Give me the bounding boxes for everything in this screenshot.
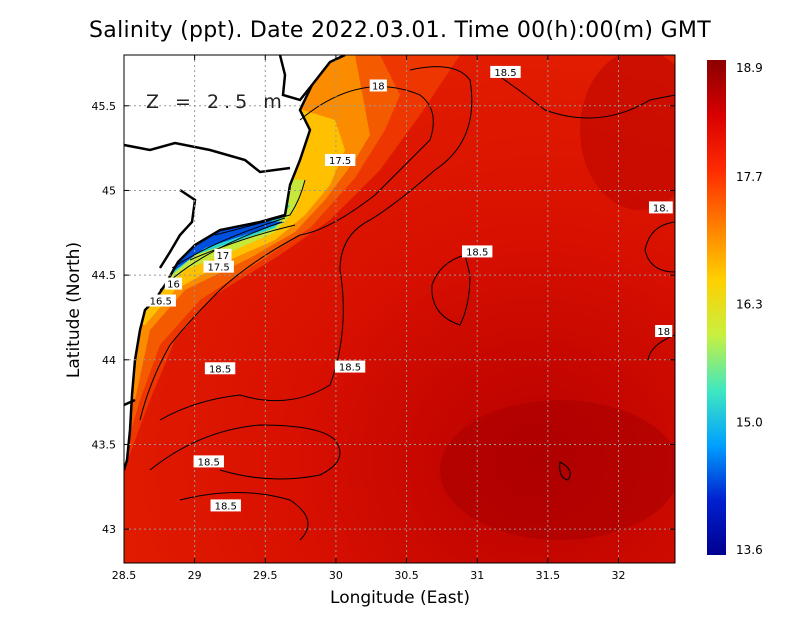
- colorbar: [707, 60, 726, 555]
- contour-18: [139, 86, 434, 421]
- contour-label: 18.5: [210, 499, 241, 512]
- contour-label: 18.5: [334, 360, 366, 374]
- contour-18-5-west: [159, 66, 473, 421]
- y-tick-label: 43.5: [92, 438, 117, 451]
- grid-lines: [124, 55, 675, 563]
- depth-label: Z = 2.5 m: [146, 91, 287, 113]
- contour-label-text: 18.5: [339, 363, 361, 374]
- y-axis-label: Latitude (North): [64, 241, 84, 379]
- contour-18-5-north: [489, 69, 675, 119]
- x-axis-ticks: 28.5 29 29.5 30 30.5 31 31.5 32: [112, 55, 625, 582]
- contour-label-text: 18: [372, 81, 385, 92]
- contour-label-text: 18.5: [209, 364, 231, 375]
- y-tick-label: 45: [102, 184, 116, 197]
- contour-label-text: 18.5: [466, 247, 488, 258]
- contour-label-box: [490, 65, 521, 78]
- x-axis-label: Longitude (East): [330, 588, 470, 608]
- contour-label: 18: [655, 325, 673, 338]
- contour-label: 18.5: [490, 65, 521, 79]
- contour-label-text: 18.5: [198, 457, 220, 468]
- y-axis-ticks: 43 43.5 44 44.5 45 45.5: [92, 100, 675, 536]
- contour-label: 18.5: [193, 455, 224, 468]
- border-lines: [124, 141, 291, 407]
- contour-label-box: [655, 325, 673, 338]
- colorbar-label: 13.6: [736, 543, 763, 557]
- eddy-dark-south: [440, 400, 675, 540]
- colorbar-labels: 18.9 17.7 16.3 15.0 13.6: [736, 61, 763, 557]
- x-tick-label: 30.5: [394, 569, 419, 582]
- contour-label-box: [334, 360, 366, 373]
- contour-label-box: [648, 201, 673, 214]
- contour-label-box: [164, 277, 183, 290]
- x-tick-label: 31: [470, 569, 484, 582]
- contour-label-text: 17: [217, 251, 230, 262]
- contour-label-box: [145, 294, 176, 307]
- contour-17: [214, 179, 306, 236]
- contour-label-box: [193, 455, 224, 468]
- x-tick-label: 28.5: [112, 569, 137, 582]
- contour-label-box: [210, 499, 241, 512]
- contour-label-box: [203, 260, 234, 273]
- land-area: [124, 55, 345, 470]
- y-tick-label: 44: [102, 354, 116, 367]
- contour-label-text: 17.5: [329, 156, 351, 167]
- contour-label-box: [369, 79, 387, 92]
- x-tick-label: 32: [611, 569, 625, 582]
- contour-label-text: 18.5: [494, 68, 516, 79]
- y-tick-label: 44.5: [92, 269, 117, 282]
- contour-label-text: 18.: [653, 203, 669, 214]
- eddy-dark-northeast: [580, 55, 675, 210]
- map-title: Salinity (ppt). Date 2022.03.01. Time 00…: [89, 18, 711, 43]
- x-tick-label: 29.5: [253, 569, 278, 582]
- contour-label: 17.5: [324, 153, 356, 167]
- contour-label: 16.5: [145, 294, 176, 308]
- y-tick-label: 43: [102, 523, 116, 536]
- contour-label: 18.5: [204, 362, 236, 375]
- contour-label: 18.5: [462, 245, 493, 258]
- contour-label-box: [462, 245, 493, 258]
- contour-label: 17.5: [203, 260, 234, 274]
- contour-label-text: 16: [167, 280, 180, 291]
- contour-17-5: [189, 224, 296, 261]
- contour-label-box: [324, 153, 356, 166]
- colorbar-label: 16.3: [736, 297, 763, 311]
- contour-label-text: 18.5: [215, 501, 237, 512]
- contour-18-5-south: [149, 424, 341, 480]
- contour-label: 18: [369, 79, 387, 92]
- colorbar-label: 15.0: [736, 416, 763, 430]
- y-tick-label: 45.5: [92, 100, 117, 113]
- contour-18-5-lower: [179, 492, 309, 541]
- contour-label: 18.: [648, 201, 673, 214]
- colorbar-label: 17.7: [736, 170, 763, 184]
- x-tick-label: 30: [329, 569, 343, 582]
- colorbar-label: 18.9: [736, 61, 763, 75]
- contour-16: [171, 217, 286, 269]
- contour-label: 17: [214, 248, 232, 262]
- x-tick-label: 29: [188, 569, 202, 582]
- contour-18-5-eddy: [431, 254, 471, 326]
- contour-label-box: [214, 248, 232, 261]
- contour-label-text: 16.5: [150, 297, 172, 308]
- x-tick-label: 31.5: [536, 569, 561, 582]
- plot-frame: [123, 54, 676, 564]
- contour-label-box: [204, 362, 236, 375]
- contour-label: 16: [164, 277, 183, 291]
- contour-label-text: 17.5: [208, 263, 230, 274]
- contour-18-east: [644, 221, 675, 273]
- contour-label-text: 18: [657, 327, 670, 338]
- contour-dark-eddy: [559, 461, 571, 481]
- delta-coastline: [278, 55, 313, 102]
